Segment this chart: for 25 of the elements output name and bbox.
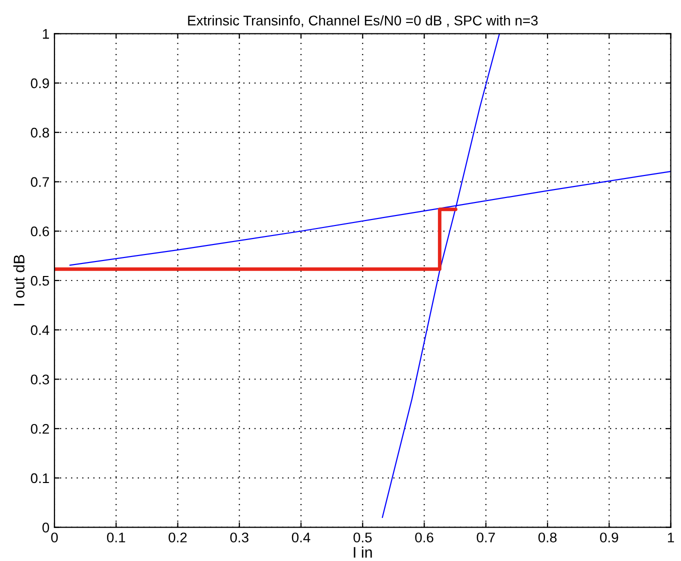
y-axis-title: I out dB (13, 254, 25, 306)
x-tick-label: 0.2 (168, 532, 187, 542)
x-axis-title: I in (354, 546, 372, 558)
x-tick-label: 1 (668, 532, 674, 542)
y-tick-label: 0 (42, 522, 50, 533)
y-tick-label: 0.6 (30, 226, 50, 236)
y-tick-label: 0.1 (30, 473, 49, 484)
x-tick-label: 0.8 (538, 532, 557, 542)
y-tick-label: 0.5 (30, 276, 50, 286)
x-tick-label: 0.6 (415, 532, 434, 542)
x-tick-label: 0.5 (354, 532, 372, 542)
x-tick-label: 0.7 (476, 532, 495, 542)
x-tick-label: 0.1 (107, 532, 126, 542)
y-tick-label: 0.7 (30, 177, 49, 187)
x-tick-label: 0 (51, 532, 58, 542)
y-tick-label: 0.3 (30, 374, 50, 384)
y-tick-label: 0.4 (30, 325, 50, 336)
y-tick-label: 1 (42, 29, 49, 39)
y-tick-label: 0.9 (30, 78, 49, 88)
chart-title: Extrinsic Transinfo, Channel Es/N0 =0 dB , SPC with n=3 (188, 15, 538, 28)
x-tick-label: 0.4 (292, 532, 310, 542)
x-tick-label: 0.3 (230, 532, 248, 542)
y-tick-label: 0.2 (30, 424, 49, 434)
y-tick-label: 0.8 (30, 128, 50, 138)
x-tick-label: 0.9 (600, 532, 618, 542)
